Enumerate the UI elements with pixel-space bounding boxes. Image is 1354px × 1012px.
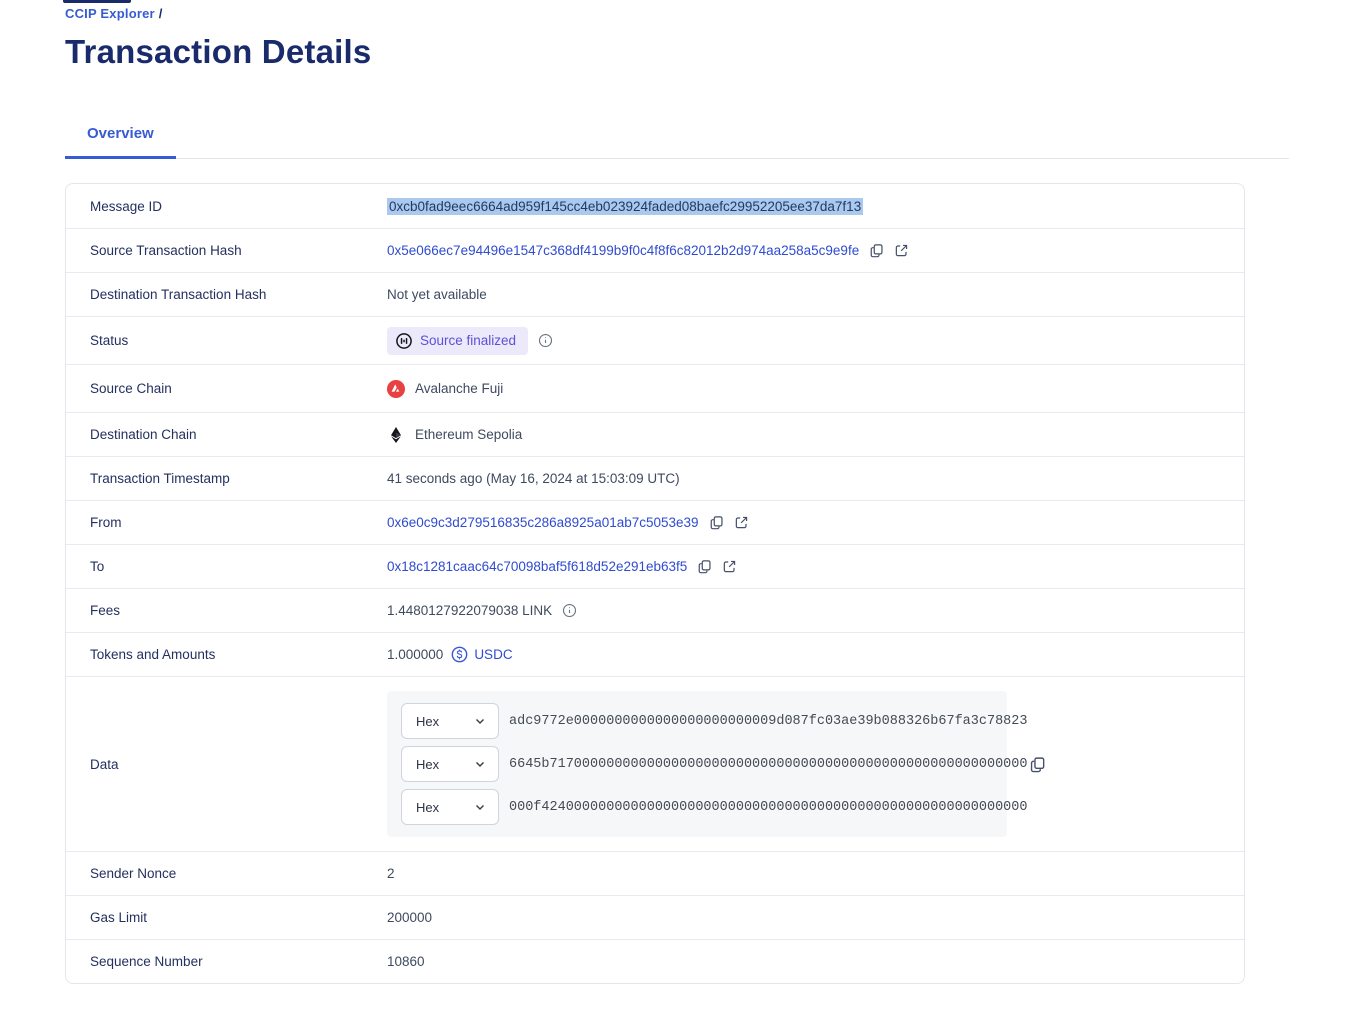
row-fees: Fees 1.4480127922079038 LINK bbox=[66, 588, 1244, 632]
source-tx-hash-link[interactable]: 0x5e066ec7e94496e1547c368df4199b9f0c4f8f… bbox=[387, 243, 860, 258]
copy-icon[interactable] bbox=[1029, 756, 1046, 773]
fees-value: 1.4480127922079038 LINK bbox=[387, 603, 553, 618]
row-timestamp: Transaction Timestamp 41 seconds ago (Ma… bbox=[66, 456, 1244, 500]
ethereum-logo bbox=[387, 426, 405, 444]
data-hex-line: 6645b71700000000000000000000000000000000… bbox=[509, 756, 1028, 772]
status-label: Status bbox=[90, 333, 129, 348]
fees-label: Fees bbox=[90, 603, 121, 618]
info-icon[interactable] bbox=[538, 333, 553, 348]
gas-limit-label: Gas Limit bbox=[90, 910, 148, 925]
dest-tx-hash-label: Destination Transaction Hash bbox=[90, 287, 267, 302]
token-link-usdc[interactable]: USDC bbox=[451, 646, 513, 663]
source-chain-label: Source Chain bbox=[90, 381, 172, 396]
sender-nonce-label: Sender Nonce bbox=[90, 866, 177, 881]
row-from: From 0x6e0c9c3d279516835c286a8925a01ab7c… bbox=[66, 500, 1244, 544]
status-badge-text: Source finalized bbox=[420, 333, 517, 348]
sender-nonce-value: 2 bbox=[387, 866, 395, 881]
to-label: To bbox=[90, 559, 105, 574]
tab-bar: Overview bbox=[65, 115, 1289, 159]
row-to: To 0x18c1281caac64c70098baf5f618d52e291e… bbox=[66, 544, 1244, 588]
avalanche-logo bbox=[387, 379, 405, 398]
message-id-label: Message ID bbox=[90, 198, 163, 214]
data-hex-line: adc9772e0000000000000000000000009d087fc0… bbox=[509, 713, 1028, 729]
finality-bars-icon bbox=[395, 332, 413, 350]
data-format-select[interactable]: Hex bbox=[401, 703, 499, 739]
row-dest-tx-hash: Destination Transaction Hash Not yet ava… bbox=[66, 272, 1244, 316]
data-label: Data bbox=[90, 756, 119, 772]
clipped-top-element bbox=[63, 0, 131, 3]
token-symbol: USDC bbox=[474, 647, 513, 662]
copy-icon[interactable] bbox=[869, 243, 884, 258]
copy-icon[interactable] bbox=[697, 559, 712, 574]
copy-icon[interactable] bbox=[709, 515, 724, 530]
row-data: Data Hex adc9772e00000000000000000000000… bbox=[66, 676, 1244, 851]
data-format-value: Hex bbox=[416, 799, 440, 815]
external-link-icon[interactable] bbox=[734, 515, 749, 530]
breadcrumb-ccip-explorer-link[interactable]: CCIP Explorer bbox=[65, 6, 155, 21]
timestamp-value: 41 seconds ago (May 16, 2024 at 15:03:09… bbox=[387, 471, 680, 486]
dest-chain-label: Destination Chain bbox=[90, 427, 197, 442]
data-format-value: Hex bbox=[416, 756, 440, 772]
row-sender-nonce: Sender Nonce 2 bbox=[66, 851, 1244, 895]
data-format-value: Hex bbox=[416, 713, 440, 729]
sequence-number-value: 10860 bbox=[387, 954, 425, 969]
source-tx-hash-label: Source Transaction Hash bbox=[90, 243, 242, 258]
info-icon[interactable] bbox=[562, 603, 577, 618]
transaction-details-page: CCIP Explorer / Transaction Details Overv… bbox=[65, 0, 1289, 984]
usdc-icon bbox=[451, 646, 468, 663]
chevron-down-icon bbox=[474, 715, 486, 727]
breadcrumb-separator: / bbox=[158, 6, 163, 21]
row-message-id: Message ID 0xcb0fad9eec6664ad959f145cc4e… bbox=[66, 184, 1244, 228]
timestamp-label: Transaction Timestamp bbox=[90, 471, 230, 486]
tab-overview[interactable]: Overview bbox=[65, 115, 176, 159]
tokens-label: Tokens and Amounts bbox=[90, 647, 216, 662]
external-link-icon[interactable] bbox=[722, 559, 737, 574]
page-title: Transaction Details bbox=[65, 33, 372, 70]
dest-tx-hash-value: Not yet available bbox=[387, 287, 487, 302]
chevron-down-icon bbox=[474, 758, 486, 770]
chevron-down-icon bbox=[474, 801, 486, 813]
to-address-link[interactable]: 0x18c1281caac64c70098baf5f618d52e291eb63… bbox=[387, 559, 688, 574]
data-format-select[interactable]: Hex bbox=[401, 789, 499, 825]
row-dest-chain: Destination Chain Ethereum Sepolia bbox=[66, 412, 1244, 456]
data-format-select[interactable]: Hex bbox=[401, 746, 499, 782]
breadcrumb: CCIP Explorer / bbox=[65, 0, 1289, 21]
from-address-link[interactable]: 0x6e0c9c3d279516835c286a8925a01ab7c5053e… bbox=[387, 515, 699, 530]
from-label: From bbox=[90, 515, 122, 530]
row-tokens: Tokens and Amounts 1.000000 USDC bbox=[66, 632, 1244, 676]
data-line: Hex 6645b7170000000000000000000000000000… bbox=[401, 746, 1027, 782]
sequence-number-label: Sequence Number bbox=[90, 954, 203, 969]
row-source-tx-hash: Source Transaction Hash 0x5e066ec7e94496… bbox=[66, 228, 1244, 272]
data-panel: Hex adc9772e0000000000000000000000009d08… bbox=[387, 691, 1027, 837]
data-line: Hex adc9772e0000000000000000000000009d08… bbox=[401, 703, 1027, 739]
gas-limit-value: 200000 bbox=[387, 910, 433, 925]
row-status: Status Source finalized bbox=[66, 316, 1244, 364]
data-hex-line: 000f424000000000000000000000000000000000… bbox=[509, 799, 1028, 815]
transaction-details-card: Message ID 0xcb0fad9eec6664ad959f145cc4e… bbox=[65, 183, 1245, 984]
external-link-icon[interactable] bbox=[894, 243, 909, 258]
row-gas-limit: Gas Limit 200000 bbox=[66, 895, 1244, 939]
source-chain-value: Avalanche Fuji bbox=[415, 381, 504, 396]
status-badge: Source finalized bbox=[387, 326, 529, 355]
token-amount: 1.000000 bbox=[387, 647, 444, 662]
row-source-chain: Source Chain Avalanche Fuji bbox=[66, 364, 1244, 412]
data-line: Hex 000f42400000000000000000000000000000… bbox=[401, 789, 1027, 825]
message-id-value: 0xcb0fad9eec6664ad959f145cc4eb023924fade… bbox=[387, 197, 864, 215]
dest-chain-value: Ethereum Sepolia bbox=[415, 427, 523, 442]
row-sequence-number: Sequence Number 10860 bbox=[66, 939, 1244, 983]
